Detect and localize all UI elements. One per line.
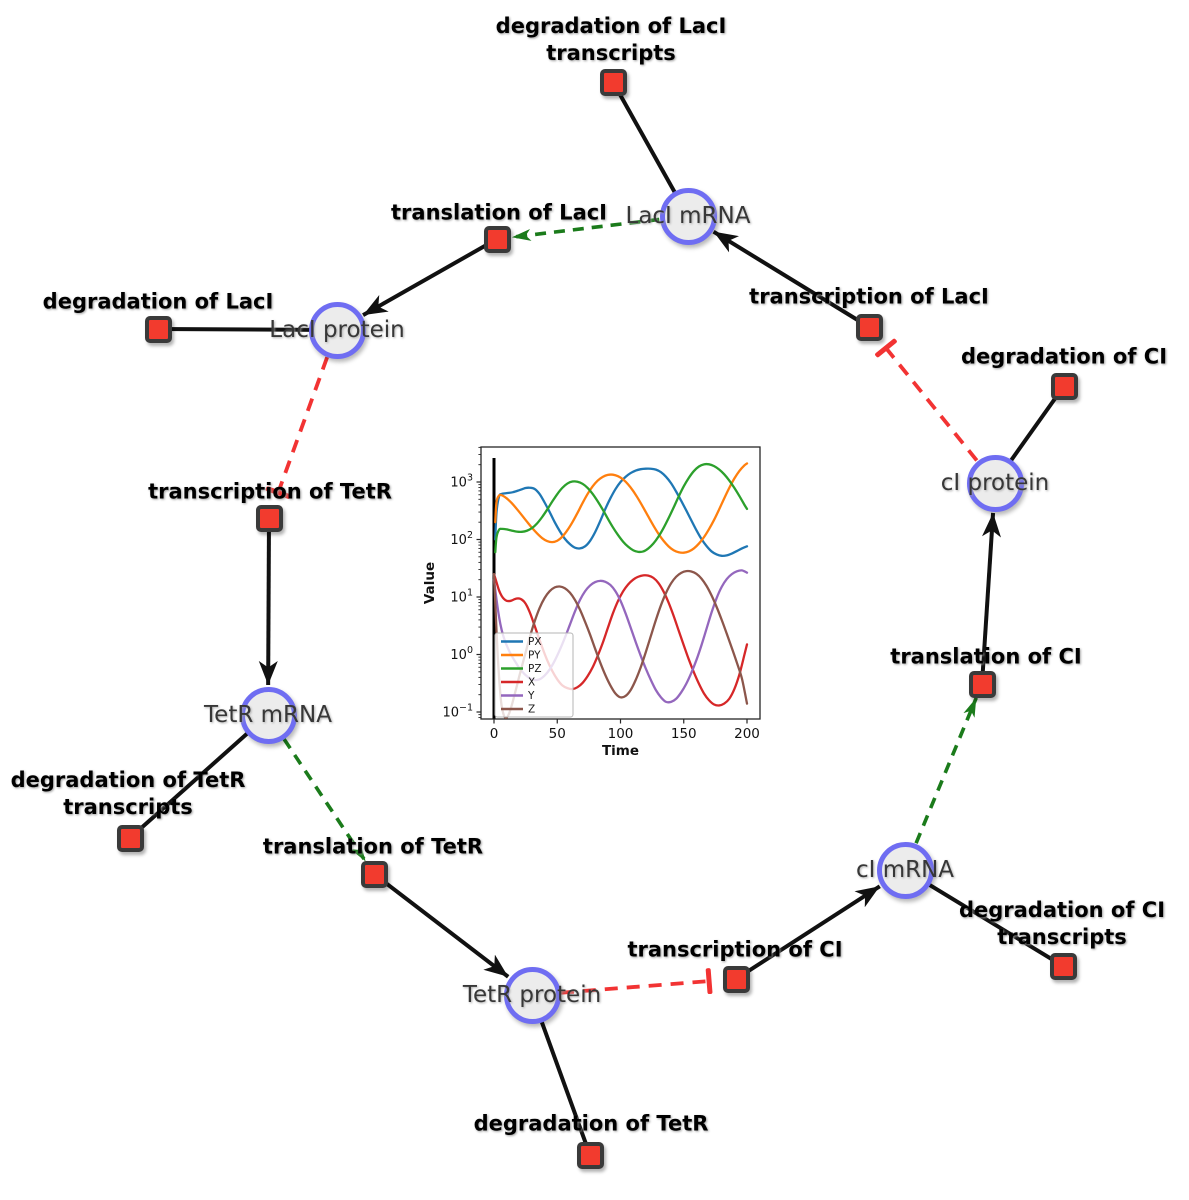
series-PX [494,467,749,558]
edge-modifier-laci_mrna-trl_laci [511,217,660,241]
legend-entry-Z: Z [528,704,535,716]
edge-modifier-ci_mrna-trl_ci [914,697,978,844]
series-X [492,572,749,707]
species-node-ci_prot[interactable] [966,454,1024,512]
reaction-node-txn_laci[interactable] [855,313,883,341]
legend-entry-PY: PY [528,650,541,662]
y-axis-label: Value [422,562,438,604]
x-tick-label: 150 [671,726,697,742]
legend-entry-X: X [528,677,535,689]
reaction-node-deg_tetr_tx[interactable] [116,824,144,852]
series-PZ [494,462,749,554]
species-node-tetr_mrna[interactable] [239,686,297,744]
edge-inhibition-ci_prot-txn_laci [875,338,979,462]
reaction-node-deg_laci_tx[interactable] [599,68,627,96]
edge-production-txn_laci-laci_mrna [712,229,871,329]
species-node-laci_prot[interactable] [308,301,366,359]
reaction-node-deg_ci[interactable] [1050,372,1078,400]
reaction-node-trl_laci[interactable] [483,225,511,253]
reaction-node-deg_laci[interactable] [144,315,172,343]
edge-plain-tetr_mrna-deg_tetr_tx [128,713,270,840]
species-node-tetr_prot[interactable] [503,966,561,1024]
edge-production-trl_ci-ci_prot [980,512,1001,685]
species-node-ci_mrna[interactable] [876,841,934,899]
x-tick-label: 0 [490,726,499,742]
x-tick-label: 50 [549,726,566,742]
reaction-node-trl_ci[interactable] [968,670,996,698]
edge-production-trl_laci-laci_prot [362,237,498,317]
reaction-node-deg_tetr[interactable] [576,1141,604,1169]
x-axis-label: Time [602,743,639,759]
edge-inhibition-laci_prot-txn_tetr [265,356,329,499]
edge-plain-laci_prot-deg_laci [157,327,338,332]
y-tick-label: 10−1 [442,703,473,721]
legend-entry-PZ: PZ [528,663,542,675]
edge-inhibition-tetr_prot-txn_ci [560,968,713,995]
legend-entry-PX: PX [528,636,542,648]
edge-production-txn_tetr-tetr_mrna [258,517,278,686]
reaction-node-deg_ci_tx[interactable] [1049,952,1077,980]
edge-plain-ci_mrna-deg_ci_tx [903,868,1065,968]
y-tick-label: 101 [450,588,473,606]
x-tick-label: 100 [608,726,634,742]
y-tick-label: 102 [450,530,473,548]
species-node-laci_mrna[interactable] [659,187,717,245]
reaction-node-trl_tetr[interactable] [360,860,388,888]
edge-production-txn_ci-ci_mrna [734,884,881,981]
legend-entry-Y: Y [527,690,535,702]
series-PY [494,462,749,554]
x-tick-label: 200 [734,726,760,742]
reaction-node-txn_tetr[interactable] [255,504,283,532]
y-tick-label: 103 [450,473,473,491]
timeseries-inset-plot: 0 50 100 150 20010−1100101102103TimeValuePXP… [422,446,761,759]
reaction-node-txn_ci[interactable] [722,965,750,993]
edge-modifier-tetr_mrna-trl_tetr [282,738,368,863]
y-tick-label: 100 [450,645,473,663]
edge-production-trl_tetr-tetr_prot [372,872,510,979]
